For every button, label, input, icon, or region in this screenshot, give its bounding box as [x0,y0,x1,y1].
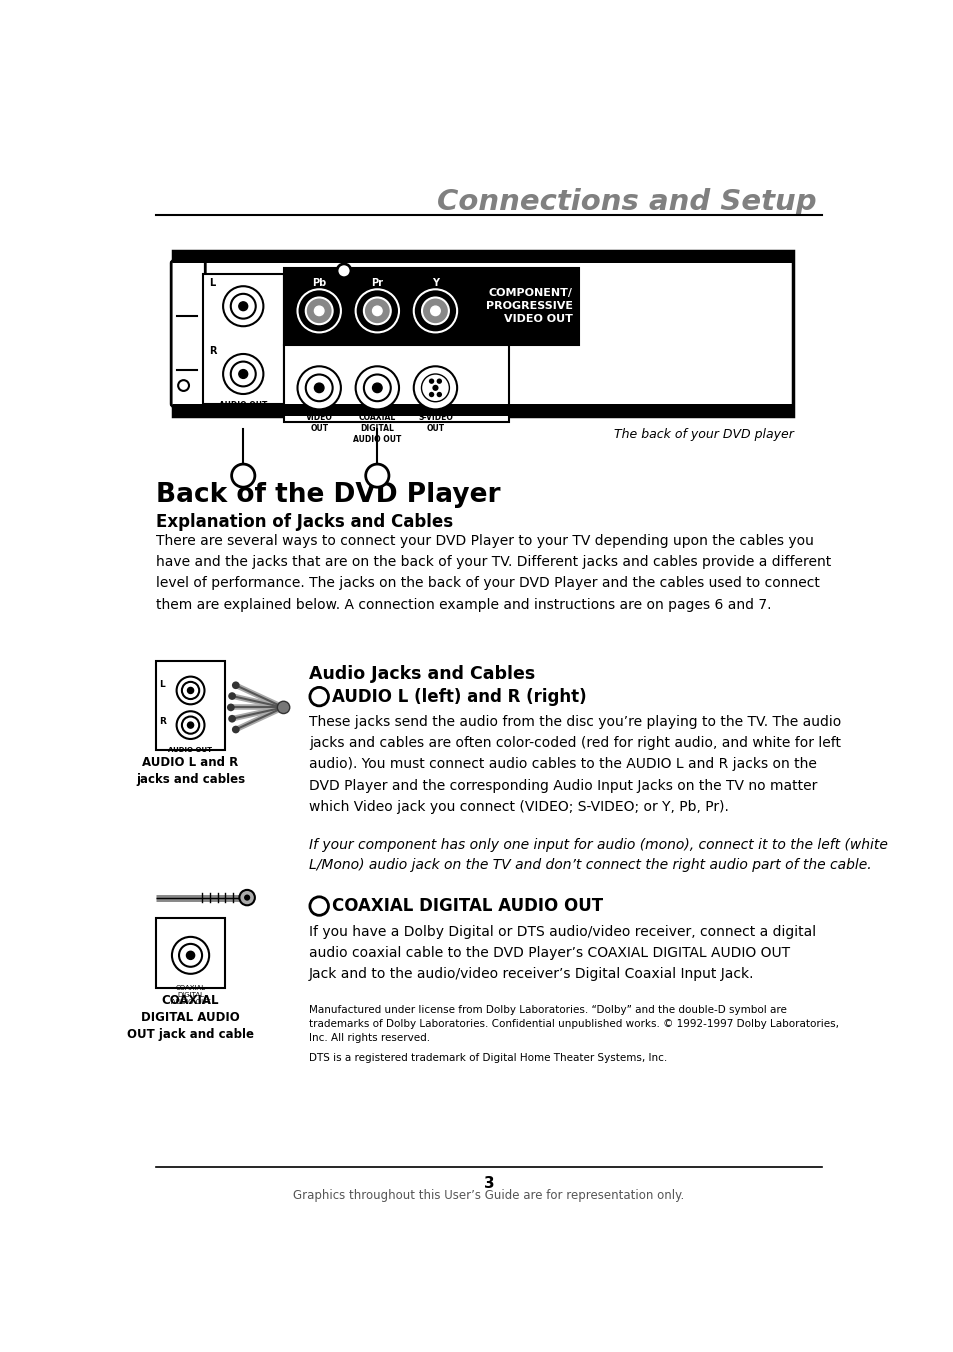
Circle shape [305,297,333,324]
Circle shape [232,726,239,733]
Circle shape [429,379,434,384]
Circle shape [414,289,456,333]
Circle shape [365,464,389,487]
Circle shape [186,952,194,960]
Text: Back of the DVD Player: Back of the DVD Player [155,481,499,508]
Circle shape [231,361,255,387]
Circle shape [436,392,441,397]
Circle shape [373,383,382,392]
Text: VIDEO
OUT: VIDEO OUT [306,414,333,434]
Circle shape [297,366,340,410]
Circle shape [429,392,434,397]
Circle shape [277,702,290,714]
Bar [203,274,284,404]
Bar [155,918,225,988]
Circle shape [336,264,351,277]
Text: Graphics throughout this User’s Guide are for representation only.: Graphics throughout this User’s Guide ar… [293,1188,684,1202]
Circle shape [430,306,439,315]
Text: L: L [209,279,215,288]
Circle shape [310,687,328,706]
Circle shape [421,375,449,402]
Text: Pb: Pb [312,277,326,288]
Bar [284,345,509,422]
Text: Pr: Pr [371,277,383,288]
Text: L: L [159,680,165,688]
Text: 2: 2 [314,899,324,913]
Text: There are several ways to connect your DVD Player to your TV depending upon the : There are several ways to connect your D… [155,534,830,611]
Circle shape [363,375,391,402]
Circle shape [223,354,263,393]
Circle shape [176,676,204,704]
Circle shape [182,717,199,734]
Text: 1: 1 [237,468,248,483]
Text: If your component has only one input for audio (mono), connect it to the left (w: If your component has only one input for… [309,838,887,872]
Circle shape [238,301,248,311]
Circle shape [314,306,324,315]
Bar [173,250,793,264]
Circle shape [178,380,189,391]
Text: Explanation of Jacks and Cables: Explanation of Jacks and Cables [155,512,453,530]
Text: AUDIO OUT: AUDIO OUT [219,402,267,410]
Text: R: R [209,346,216,356]
Text: 3: 3 [483,1175,494,1191]
Circle shape [436,379,441,384]
Bar [155,661,225,750]
Text: These jacks send the audio from the disc you’re playing to the TV. The audio
jac: These jacks send the audio from the disc… [309,715,841,814]
Text: If you have a Dolby Digital or DTS audio/video receiver, connect a digital
audio: If you have a Dolby Digital or DTS audio… [309,925,816,980]
Circle shape [232,681,239,690]
Circle shape [228,692,235,700]
Bar [173,404,793,416]
Circle shape [297,289,340,333]
Circle shape [355,289,398,333]
Text: 2: 2 [372,468,382,483]
Circle shape [188,687,193,694]
Text: AUDIO L and R
jacks and cables: AUDIO L and R jacks and cables [136,756,245,786]
Bar [173,250,793,416]
Circle shape [355,366,398,410]
Circle shape [231,293,255,319]
Circle shape [223,287,263,326]
Text: The back of your DVD player: The back of your DVD player [613,427,793,441]
Text: Manufactured under license from Dolby Laboratories. “Dolby” and the double-D sym: Manufactured under license from Dolby La… [309,1006,839,1042]
Circle shape [314,383,324,392]
Circle shape [232,464,254,487]
Text: AUDIO OUT: AUDIO OUT [169,748,213,753]
Circle shape [238,369,248,379]
Circle shape [182,681,199,699]
Circle shape [414,366,456,410]
Circle shape [179,944,202,967]
Bar [284,268,578,345]
Circle shape [239,890,254,906]
Circle shape [244,895,250,900]
Circle shape [228,715,235,722]
Text: DTS is a registered trademark of Digital Home Theater Systems, Inc.: DTS is a registered trademark of Digital… [309,1053,667,1063]
Text: 1: 1 [314,690,324,703]
Circle shape [373,306,382,315]
Circle shape [188,722,193,729]
Circle shape [305,375,333,402]
Circle shape [363,297,391,324]
Circle shape [310,896,328,915]
Circle shape [432,385,438,391]
Text: COAXIAL
DIGITAL
AUDIO OUT: COAXIAL DIGITAL AUDIO OUT [353,414,401,445]
Circle shape [421,297,449,324]
Circle shape [227,703,234,711]
Text: COAXIAL
DIGITAL AUDIO
OUT jack and cable: COAXIAL DIGITAL AUDIO OUT jack and cable [127,994,253,1041]
Text: S-VIDEO
OUT: S-VIDEO OUT [417,414,453,434]
Text: R: R [159,717,166,726]
Circle shape [176,711,204,740]
Text: Audio Jacks and Cables: Audio Jacks and Cables [309,665,535,683]
Text: Connections and Setup: Connections and Setup [436,188,816,216]
Text: COAXIAL DIGITAL AUDIO OUT: COAXIAL DIGITAL AUDIO OUT [332,898,603,915]
Circle shape [172,937,209,973]
Text: COMPONENT/
PROGRESSIVE
VIDEO OUT: COMPONENT/ PROGRESSIVE VIDEO OUT [485,288,572,324]
Text: Y: Y [432,277,438,288]
FancyBboxPatch shape [171,261,205,407]
Text: COAXIAL
DIGITAL
AUDIO OUT: COAXIAL DIGITAL AUDIO OUT [171,986,210,1006]
Text: AUDIO L (left) and R (right): AUDIO L (left) and R (right) [332,688,586,706]
